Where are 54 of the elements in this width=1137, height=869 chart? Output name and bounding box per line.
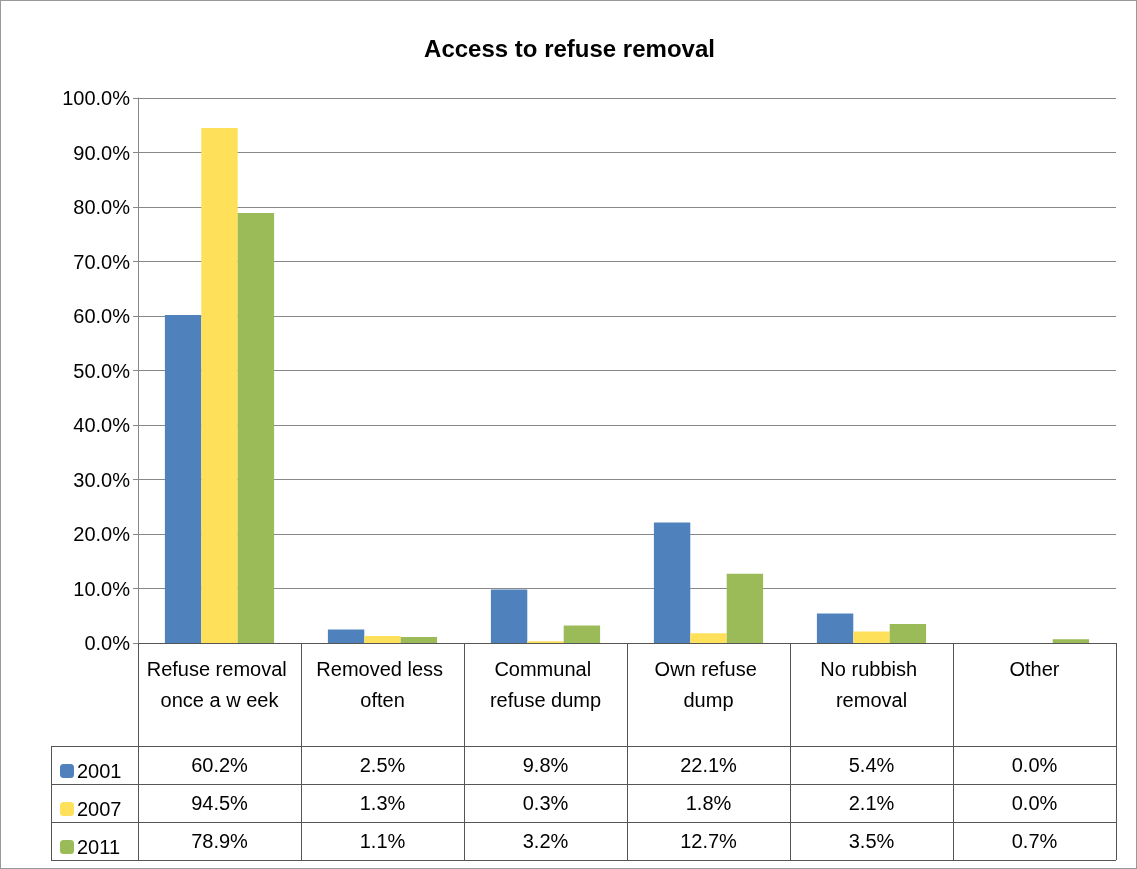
bar [653,522,691,643]
data-label: 22.1% [679,753,738,778]
y-tick-label: 70.0% [73,250,131,273]
legend-label: 2007 [77,798,122,820]
bar [1052,639,1090,643]
data-label: 5.4% [847,753,896,778]
bar [563,625,601,643]
data-label: 1.1% [358,829,407,854]
y-tick-label: 30.0% [73,468,131,491]
x-tick-label: Refuse removal once a w eek [146,657,293,711]
y-tick-label: 50.0% [73,359,131,382]
x-tick-label: No rubbish removal [820,657,923,711]
y-tick-label: 10.0% [73,577,131,600]
data-label: 94.5% [190,791,249,816]
y-tick-label: 100.0% [62,87,131,109]
data-label: 2.5% [358,753,407,778]
y-tick-label: 60.0% [73,305,131,327]
y-tick-label: 0.0% [84,632,131,654]
data-label: 60.2% [190,753,249,778]
data-label: 0.0% [1010,753,1059,778]
x-tick-label: Own refuse dump [654,657,763,711]
data-label: 3.5% [847,829,896,854]
bar [327,629,365,643]
y-tick-label: 20.0% [73,523,131,545]
bar [726,573,764,643]
data-label: 9.8% [521,753,570,778]
data-label: 0.0% [1010,791,1059,816]
data-label: 12.7% [679,829,738,854]
data-label: 0.3% [521,791,570,816]
legend-label: 2001 [77,760,122,782]
data-label: 78.9% [190,829,249,854]
bar [816,613,854,643]
bar [364,635,401,643]
bar [400,637,438,643]
data-label: 0.7% [1010,829,1059,854]
bar [853,631,890,643]
bar [237,213,275,643]
x-tick-label: Communal refuse dump [489,657,602,711]
data-label: 1.8% [684,791,733,816]
x-tick-label: Removed less often [316,657,449,711]
data-label: 3.2% [521,829,570,854]
legend-label: 2011 [77,836,121,858]
data-label: 1.3% [358,791,407,816]
bar [164,314,202,643]
bar [690,633,727,643]
chart-title: Access to refuse removal [424,34,715,62]
bar [201,127,238,643]
bar [889,623,927,643]
y-tick-label: 90.0% [73,141,131,164]
bar [490,589,528,643]
x-tick-label: Other [1009,657,1060,680]
data-label: 2.1% [847,791,896,816]
y-tick-label: 40.0% [73,414,131,436]
y-tick-label: 80.0% [73,196,131,218]
